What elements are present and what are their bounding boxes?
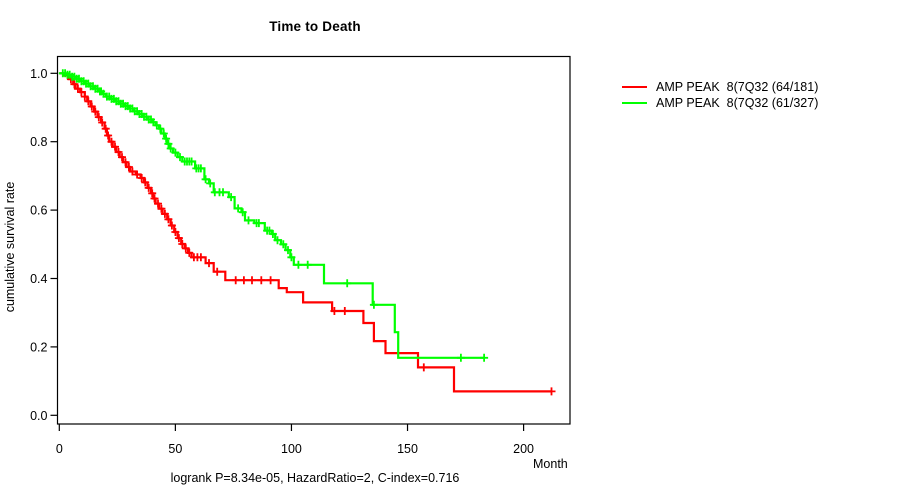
legend-line-swatch-red [622, 85, 647, 89]
chart-title: Time to Death [269, 19, 361, 34]
legend-item-green: AMP PEAK 8(7Q32 (61/327) [622, 95, 818, 111]
survival-curve-green [59, 72, 485, 359]
y-tick-label: 0.8 [30, 135, 47, 149]
plot-box [56, 55, 571, 425]
stats-annotation: logrank P=8.34e-05, HazardRatio=2, C-ind… [170, 471, 460, 485]
legend: AMP PEAK 8(7Q32 (64/181) AMP PEAK 8(7Q32… [622, 79, 818, 111]
y-tick-label: 0.0 [30, 409, 47, 423]
legend-label: AMP PEAK 8(7Q32 (61/327) [656, 96, 819, 110]
x-tick-label: 0 [56, 442, 63, 456]
y-tick-label: 1.0 [30, 67, 47, 81]
y-tick-label: 0.2 [30, 340, 47, 354]
x-tick-label: 150 [397, 442, 418, 456]
x-axis-title: Month [533, 457, 568, 471]
x-tick-label: 200 [513, 442, 534, 456]
censor-marks-green [58, 69, 489, 362]
censor-marks-red [66, 75, 556, 396]
legend-label: AMP PEAK 8(7Q32 (64/181) [656, 80, 819, 94]
legend-item-red: AMP PEAK 8(7Q32 (64/181) [622, 79, 818, 95]
x-tick-label: 50 [168, 442, 182, 456]
legend-line-swatch-green [622, 101, 647, 105]
y-tick-label: 0.6 [30, 204, 47, 218]
y-axis-title: cumulative survival rate [3, 181, 17, 313]
x-tick-label: 100 [281, 442, 302, 456]
y-tick-label: 0.4 [30, 272, 47, 286]
survival-curve-red [59, 72, 552, 393]
